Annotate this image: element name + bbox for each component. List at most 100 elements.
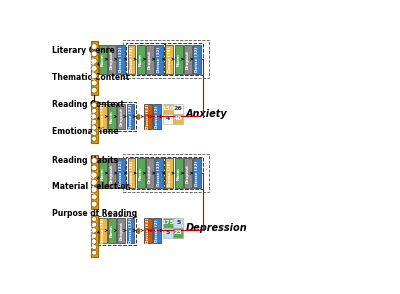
Text: Dense (78): Dense (78) [129, 46, 133, 72]
Bar [164, 43, 203, 75]
Text: Purpose of Reading: Purpose of Reading [52, 209, 137, 218]
Circle shape [92, 250, 97, 255]
Text: Dense (32): Dense (32) [119, 46, 123, 72]
Bar [99, 158, 106, 188]
Bar [108, 104, 116, 129]
Circle shape [92, 125, 97, 130]
Circle shape [91, 73, 97, 78]
Text: Dense (32): Dense (32) [157, 46, 161, 72]
Circle shape [91, 201, 97, 207]
Text: Dense (78): Dense (78) [167, 46, 171, 72]
Circle shape [92, 222, 97, 227]
Bar [153, 104, 161, 129]
Bar [173, 218, 183, 228]
Text: Depression: Depression [186, 223, 247, 233]
Circle shape [92, 228, 97, 233]
Text: Dense (32): Dense (32) [195, 160, 199, 186]
Text: Dense (64): Dense (64) [146, 218, 150, 243]
Text: Norm: Norm [177, 167, 181, 180]
Bar [127, 218, 134, 243]
Bar [146, 158, 154, 188]
Text: 5: 5 [176, 220, 180, 225]
Bar [193, 44, 201, 74]
Bar [126, 157, 165, 189]
Text: Emotional Tone: Emotional Tone [52, 127, 118, 136]
Circle shape [91, 58, 97, 64]
Bar [108, 44, 116, 74]
Bar [91, 215, 98, 257]
Circle shape [91, 165, 97, 171]
Bar [128, 44, 135, 74]
Circle shape [92, 245, 97, 250]
Text: 40: 40 [174, 116, 182, 121]
Bar [108, 158, 116, 188]
Bar [164, 157, 203, 189]
Bar [91, 156, 98, 209]
Text: 175: 175 [162, 220, 175, 225]
Bar [166, 158, 173, 188]
Bar [91, 101, 98, 143]
Text: 5: 5 [166, 230, 170, 235]
Bar [99, 218, 106, 243]
Text: Dropout: Dropout [148, 163, 152, 183]
Bar [118, 44, 125, 74]
Circle shape [91, 44, 97, 49]
Bar [163, 228, 173, 238]
Text: Norm: Norm [110, 224, 114, 237]
Bar [155, 44, 163, 74]
Text: 26: 26 [174, 106, 183, 111]
Bar [155, 158, 163, 188]
Bar [153, 218, 161, 243]
Text: Dense (78): Dense (78) [167, 160, 171, 186]
Text: Dense (32): Dense (32) [157, 160, 161, 186]
Bar [175, 44, 182, 74]
Bar [137, 44, 144, 74]
Circle shape [91, 80, 97, 86]
Bar [118, 218, 125, 243]
Bar [144, 104, 152, 129]
Circle shape [91, 51, 97, 57]
Bar [137, 158, 144, 188]
Bar [108, 218, 116, 243]
Text: Norm: Norm [101, 53, 105, 66]
Circle shape [92, 108, 97, 113]
Text: Dense (32): Dense (32) [195, 46, 199, 72]
Bar [166, 44, 173, 74]
Text: Dense (32): Dense (32) [129, 104, 133, 129]
Text: Literary Genre: Literary Genre [52, 46, 114, 55]
Bar [97, 216, 136, 245]
Circle shape [91, 87, 97, 93]
Text: Dropout: Dropout [110, 50, 114, 69]
Text: Dense (78): Dense (78) [101, 104, 105, 129]
Bar [184, 158, 192, 188]
Circle shape [92, 216, 97, 222]
Circle shape [92, 119, 97, 124]
Bar [118, 158, 125, 188]
Text: Thematic Content: Thematic Content [52, 73, 129, 82]
Circle shape [91, 66, 97, 71]
Circle shape [92, 103, 97, 108]
Text: Norm: Norm [101, 167, 105, 180]
Bar [99, 104, 106, 129]
Bar [184, 44, 192, 74]
Bar [173, 104, 183, 114]
Bar [123, 40, 209, 78]
Bar [126, 43, 165, 75]
Bar [118, 104, 125, 129]
Text: Dense (2): Dense (2) [155, 219, 159, 242]
Text: Input (42): Input (42) [92, 57, 96, 79]
Bar [163, 104, 173, 114]
Text: Material Selection: Material Selection [52, 183, 130, 191]
Circle shape [92, 114, 97, 119]
Bar [173, 228, 183, 238]
Bar [97, 102, 136, 131]
Bar [144, 218, 152, 243]
Text: 23: 23 [174, 230, 183, 235]
Circle shape [91, 172, 97, 178]
Circle shape [91, 187, 97, 193]
Text: 130: 130 [162, 106, 175, 111]
Circle shape [92, 239, 97, 244]
Text: 4: 4 [166, 116, 170, 121]
Bar [173, 114, 183, 124]
Text: Dropout: Dropout [186, 50, 190, 69]
